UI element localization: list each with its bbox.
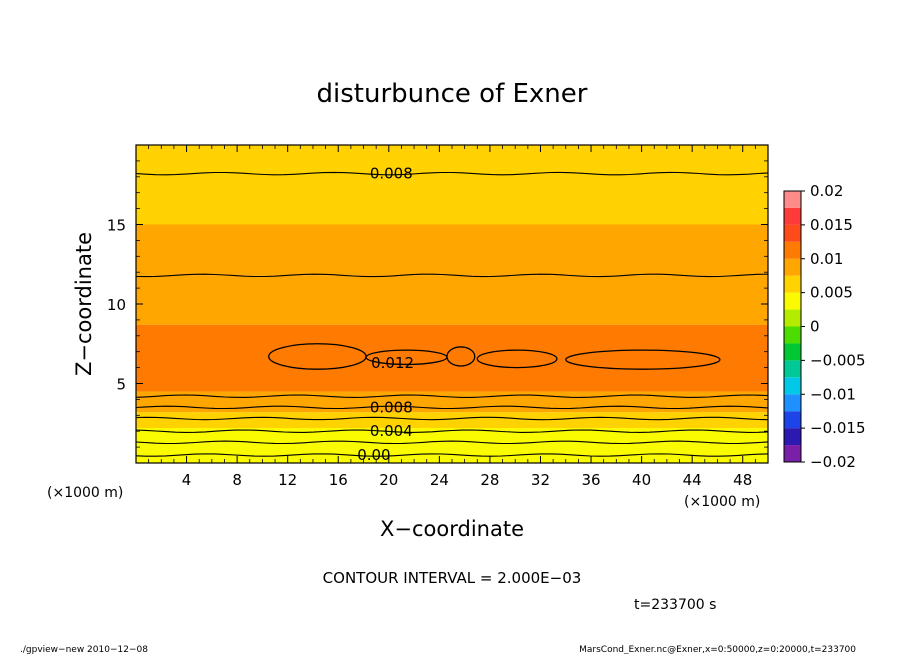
colorbar-swatch-10 (784, 275, 801, 293)
colorbar-tick-label-7: −0.015 (810, 419, 866, 437)
x-unit-label-left: (×1000 m) (47, 485, 123, 501)
x-tick-label-40: 40 (632, 471, 651, 489)
contour-line-5 (136, 429, 768, 433)
colorbar-tick-label-0: 0.02 (810, 182, 843, 200)
field-band-8 (136, 224, 768, 276)
colorbar-swatch-2 (784, 411, 801, 429)
colorbar-tick-label-4: 0 (810, 318, 820, 336)
colorbar-tick-label-3: 0.005 (810, 284, 853, 302)
contour-labels: 0.008 0.008 0.004 0.00 0.012 (357, 165, 414, 464)
high-region-3 (477, 350, 557, 368)
contour-interval-label: CONTOUR INTERVAL = 2.000E−03 (323, 569, 582, 587)
x-tick-label-28: 28 (480, 471, 499, 489)
contour-line-1 (136, 273, 768, 278)
closed-contour-label-0: 0.012 (371, 354, 414, 372)
colorbar-swatch-13 (784, 224, 801, 242)
footer-left: ./gpview−new 2010−12−08 (20, 645, 148, 654)
closed-contour-3 (476, 349, 558, 369)
y-tick-label-5: 5 (116, 376, 126, 394)
x-axis-label: X−coordinate (380, 517, 524, 541)
colorbar-swatch-12 (784, 241, 801, 259)
colorbar-swatch-15 (784, 191, 801, 208)
colorbar-swatch-0 (784, 445, 801, 462)
heatmap-field (136, 145, 768, 463)
contour-line-3 (136, 405, 768, 410)
colorbar-tick-label-2: 0.01 (810, 250, 843, 268)
high-region-0 (268, 343, 367, 370)
contour-line-2 (136, 394, 768, 398)
x-tick-label-12: 12 (278, 471, 297, 489)
high-region-4 (565, 350, 720, 370)
colorbar-swatch-1 (784, 428, 801, 446)
y-tick-label-10: 10 (107, 296, 126, 314)
x-tick-label-44: 44 (683, 471, 702, 489)
contour-label-7: 0.00 (357, 446, 390, 464)
colorbar-swatch-4 (784, 377, 801, 395)
x-tick-label-32: 32 (531, 471, 550, 489)
colorbar-swatch-14 (784, 207, 801, 225)
field-band-9 (136, 145, 768, 225)
contour-lines (136, 171, 768, 457)
high-region-2 (446, 346, 475, 367)
x-tick-label-24: 24 (430, 471, 449, 489)
colorbar-tick-label-6: −0.01 (810, 385, 856, 403)
field-band-3 (136, 412, 768, 429)
colorbar-swatch-11 (784, 258, 801, 276)
x-tick-label-4: 4 (182, 471, 192, 489)
field-band-7 (136, 275, 768, 325)
contour-line-0 (136, 171, 768, 176)
contour-label-5: 0.004 (370, 422, 413, 440)
colorbar-swatch-7 (784, 326, 801, 344)
y-tick-label-15: 15 (107, 217, 126, 235)
chart-title: disturbunce of Exner (317, 79, 588, 109)
footer-right: MarsCond_Exner.nc@Exner,x=0:50000,z=0:20… (579, 645, 856, 654)
contour-label-3: 0.008 (370, 398, 413, 416)
colorbar-swatch-6 (784, 343, 801, 361)
colorbar-swatch-5 (784, 360, 801, 378)
x-tick-label-48: 48 (733, 471, 752, 489)
colorbar-tick-label-5: −0.005 (810, 351, 866, 369)
contour-line-7 (136, 453, 768, 457)
colorbar-swatch-3 (784, 394, 801, 412)
colorbar-tick-label-1: 0.015 (810, 216, 853, 234)
x-tick-label-16: 16 (329, 471, 348, 489)
x-unit-label-right: (×1000 m) (684, 494, 760, 510)
colorbar-tick-label-8: −0.02 (810, 453, 856, 471)
contour-line-6 (136, 440, 768, 445)
field-band-4 (136, 400, 768, 413)
contour-line-4 (136, 416, 768, 421)
field-band-5 (136, 391, 768, 401)
colorbar-swatch-8 (784, 309, 801, 327)
x-tick-label-20: 20 (379, 471, 398, 489)
high-region-1 (366, 350, 447, 365)
closed-contour-4 (565, 349, 721, 370)
x-tick-label-36: 36 (581, 471, 600, 489)
closed-contour-2 (446, 346, 476, 367)
contour-label-0: 0.008 (370, 165, 413, 183)
time-label: t=233700 s (634, 597, 716, 613)
field-band-1 (136, 443, 768, 456)
colorbar: 0.02 0.015 0.01 0.005 0 −0.005 −0.01 −0.015 −0.0… (783, 182, 866, 471)
colorbar-swatch-9 (784, 292, 801, 310)
y-axis-label: Z−coordinate (72, 232, 96, 376)
x-tick-label-8: 8 (232, 471, 242, 489)
